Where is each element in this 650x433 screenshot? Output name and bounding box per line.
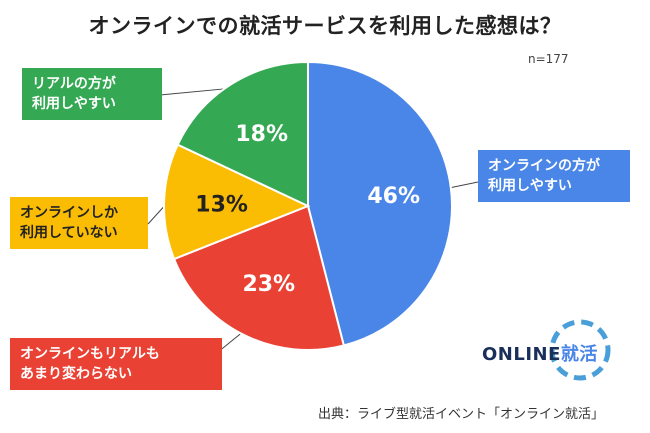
pie-value-label-online-only: 13%	[195, 192, 248, 217]
pie-value-label-no-difference: 23%	[242, 272, 295, 297]
callout-real-easier-line1: リアルの方が	[32, 76, 116, 92]
leader-line-real-easier	[159, 87, 234, 96]
chart-title: オンラインでの就活サービスを利用した感想は？	[88, 14, 562, 38]
callout-online-only: オンラインしか 利用していない	[10, 197, 148, 249]
leader-line-online-easier	[446, 181, 479, 189]
pie-value-label-real-easier: 18%	[235, 122, 288, 147]
pie-slice-online-only	[163, 143, 311, 261]
source-note: 出典：ライブ型就活イベント「オンライン就活」	[318, 407, 605, 422]
callout-online-easier-line2: 利用しやすい	[488, 178, 572, 194]
callout-no-difference-line2: あまり変わらない	[20, 366, 132, 382]
logo-text: ONLINE就活	[482, 340, 598, 366]
callout-online-only-line1: オンラインしか	[20, 205, 118, 221]
pie-slice-no-difference	[172, 204, 346, 351]
logo-kanji: 就活	[560, 344, 598, 365]
callout-no-difference-line1: オンラインもリアルも	[20, 346, 160, 362]
callout-online-easier: オンラインの方が 利用しやすい	[478, 150, 630, 202]
callout-real-easier: リアルの方が 利用しやすい	[22, 68, 162, 120]
callout-online-only-line2: 利用していない	[20, 225, 118, 241]
logo-latin: ONLINE	[482, 344, 561, 365]
pie-slice-online-easier	[307, 60, 453, 347]
sample-size: n=177	[528, 52, 569, 66]
callout-real-easier-line2: 利用しやすい	[32, 96, 116, 112]
callout-online-easier-line1: オンラインの方が	[488, 158, 600, 174]
callout-no-difference: オンラインもリアルも あまり変わらない	[10, 338, 222, 390]
pie-value-label-online-easier: 46%	[367, 184, 420, 209]
logo-ring-icon	[549, 319, 611, 381]
pie-slice-real-easier	[176, 60, 309, 208]
online-shukatsu-logo: ONLINE就活	[482, 316, 612, 386]
